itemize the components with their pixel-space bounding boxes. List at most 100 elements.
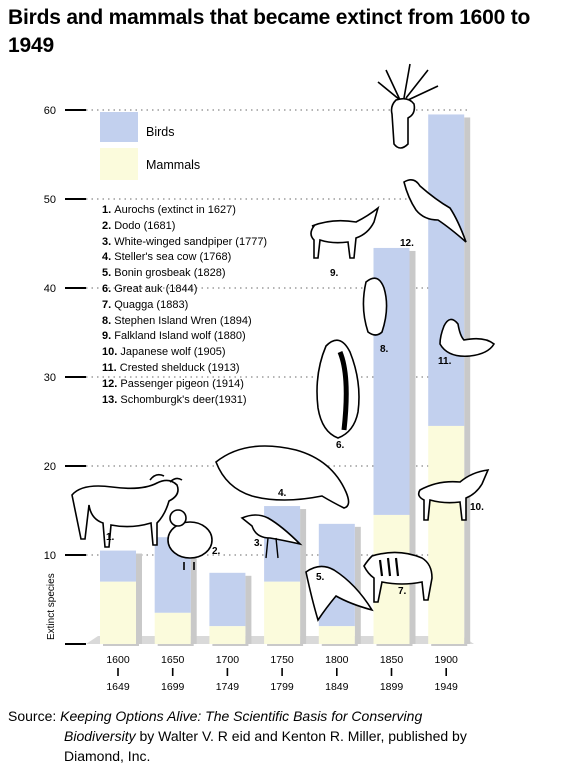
great-auk-back: [337, 351, 349, 431]
deer-head: [390, 97, 416, 149]
species-name: Japanese wolf (1905): [120, 346, 226, 359]
y-tick-label: 50: [44, 194, 56, 206]
bar-shadow: [245, 575, 252, 644]
species-list-item: 9. Falkland Island wolf (1880): [102, 329, 267, 345]
wren-illustration: 8.: [362, 277, 389, 355]
species-list-item: 7. Quagga (1883): [102, 298, 267, 314]
falkland-wolf-body: [310, 205, 380, 259]
bar-shadow: [300, 509, 307, 644]
x-tick-label-start: 1800: [325, 654, 349, 666]
y-tick-label: 30: [44, 372, 56, 384]
x-axis: 1600 1649 1650 1699 1700 1749 1750 1799 1800 1849…: [106, 654, 458, 693]
source-authors: by Walter V. R eid and Kenton R. Miller,…: [139, 728, 467, 744]
species-name: Steller's sea cow (1768): [114, 251, 232, 264]
species-number: 12.: [102, 377, 121, 390]
legend-swatch-birds: [100, 112, 138, 142]
species-number: 4.: [102, 251, 115, 264]
legend-swatch-mammals: [100, 148, 138, 180]
pigeon-body: [403, 178, 467, 243]
source-publisher: Diamond, Inc.: [64, 748, 151, 764]
species-number: 10.: [102, 346, 121, 359]
species-number: 5.: [102, 267, 115, 280]
species-name: Dodo (1681): [114, 219, 176, 232]
species-list-item: 10. Japanese wolf (1905): [102, 345, 267, 361]
great-auk-body: [316, 339, 360, 439]
dodo-body: [167, 521, 213, 559]
x-tick-label-start: 1750: [270, 654, 294, 666]
aurochs-shape: [71, 479, 179, 548]
schomburgk-deer-illustration: [377, 63, 439, 149]
x-tick-label-end: 1649: [106, 681, 130, 693]
bar-shadow: [354, 526, 361, 644]
dodo-legs: [183, 562, 195, 570]
aurochs-horns: [149, 473, 183, 483]
species-number: 9.: [102, 330, 115, 343]
species-list-item: 2. Dodo (1681): [102, 219, 267, 235]
legend-label-mammals: Mammals: [146, 158, 200, 172]
illustration-number: 4.: [278, 488, 287, 499]
x-tick-label-end: 1849: [325, 681, 349, 693]
species-name: Passenger pigeon (1914): [120, 377, 244, 390]
shelduck-illustration: 11.: [438, 318, 496, 367]
species-number: 8.: [102, 314, 115, 327]
y-tick-label: 20: [44, 461, 56, 473]
source-label: Source:: [8, 708, 57, 724]
bar-birds: [428, 114, 465, 426]
species-list-item: 8. Stephen Island Wren (1894): [102, 314, 267, 330]
bar-birds: [100, 550, 136, 582]
species-number: 1.: [102, 204, 115, 216]
species-list-item: 3. White-winged sandpiper (1777): [102, 235, 267, 251]
shelduck-body: [439, 318, 496, 358]
quagga-stripes: [378, 557, 400, 577]
japanese-wolf-body: [417, 469, 490, 521]
wren-body: [362, 277, 388, 336]
y-axis: 10 20 30 40 50 60 Extinct species: [44, 105, 86, 645]
quagga-illustration: 7.: [363, 551, 433, 603]
species-number: 6.: [102, 282, 115, 295]
sea-cow-body: [215, 445, 350, 509]
legend-label-birds: Birds: [146, 125, 174, 139]
grosbeak-body: [305, 565, 374, 622]
x-tick-label-end: 1899: [380, 681, 404, 693]
species-number: 7.: [102, 298, 115, 311]
species-number: 13.: [102, 393, 121, 406]
x-tick-label-end: 1749: [216, 681, 240, 693]
illustration-number: 2.: [212, 546, 221, 557]
species-list-item: 1. Aurochs (extinct in 1627): [102, 203, 267, 219]
legend: Birds Mammals: [100, 112, 200, 180]
bar-mammals: [318, 626, 355, 644]
species-name: Schomburgk's deer(1931): [120, 393, 247, 406]
bar-shadow: [190, 540, 197, 644]
aurochs-illustration: 1.: [71, 473, 183, 548]
x-tick-label-end: 1799: [270, 681, 294, 693]
bar-mammals: [154, 612, 191, 644]
bar-birds: [209, 572, 246, 627]
y-tick-label: 60: [44, 105, 56, 117]
species-list-item: 13. Schomburgk's deer(1931): [102, 393, 267, 409]
passenger-pigeon-illustration: 12.: [400, 178, 467, 249]
species-name: Falkland Island wolf (1880): [114, 330, 246, 343]
bars: [86, 114, 474, 646]
japanese-wolf-illustration: 10.: [417, 469, 490, 521]
x-tick-label-end: 1699: [161, 681, 185, 693]
bar-birds: [264, 506, 301, 582]
grosbeak-illustration: 5.: [305, 565, 374, 622]
species-number: 11.: [102, 361, 120, 374]
illustration-number: 7.: [398, 586, 407, 597]
sandpiper-illustration: 3.: [240, 514, 303, 559]
x-tick-label-start: 1900: [435, 654, 459, 666]
sandpiper-body: [240, 514, 303, 546]
falkland-wolf-illustration: 9.: [310, 205, 380, 279]
bar-shadow: [136, 553, 142, 644]
species-list-item: 12. Passenger pigeon (1914): [102, 377, 267, 393]
illustration-number: 5.: [316, 572, 325, 583]
species-name: Stephen Island Wren (1894): [114, 314, 252, 327]
illustration-number: 3.: [254, 538, 263, 549]
source-credit: Source: Keeping Options Alive: The Scien…: [8, 706, 564, 766]
illustration-number: 12.: [400, 238, 414, 249]
species-name: Crested shelduck (1913): [119, 361, 240, 374]
x-tick-label-start: 1650: [161, 654, 185, 666]
species-list-item: 5. Bonin grosbeak (1828): [102, 266, 267, 282]
species-name: Quagga (1883): [114, 298, 189, 311]
species-list-item: 11. Crested shelduck (1913): [102, 361, 267, 377]
